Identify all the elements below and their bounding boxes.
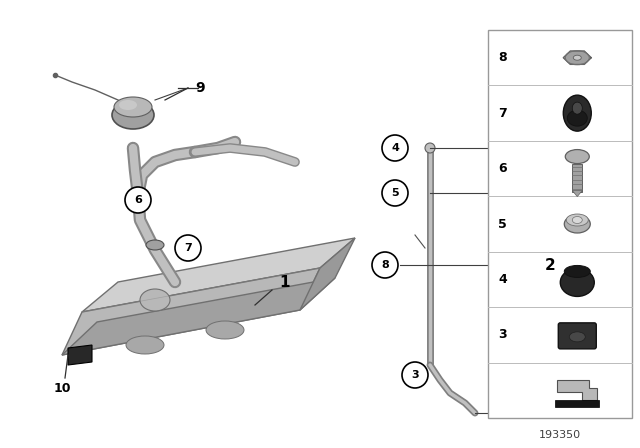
Text: 6: 6 <box>498 162 507 175</box>
Text: 193350: 193350 <box>539 430 581 440</box>
Ellipse shape <box>114 97 152 117</box>
Ellipse shape <box>146 240 164 250</box>
Ellipse shape <box>572 102 582 114</box>
Bar <box>556 400 599 407</box>
Circle shape <box>175 235 201 261</box>
Polygon shape <box>563 51 591 65</box>
Text: 3: 3 <box>411 370 419 380</box>
Polygon shape <box>300 238 355 310</box>
Text: 5: 5 <box>498 217 507 231</box>
Ellipse shape <box>566 214 588 226</box>
Circle shape <box>425 143 435 153</box>
Ellipse shape <box>567 110 588 126</box>
Text: 8: 8 <box>381 260 389 270</box>
Ellipse shape <box>563 95 591 131</box>
Ellipse shape <box>570 332 585 342</box>
Text: 7: 7 <box>498 107 507 120</box>
Polygon shape <box>557 380 597 400</box>
Ellipse shape <box>564 265 590 277</box>
Text: 5: 5 <box>391 188 399 198</box>
Circle shape <box>402 362 428 388</box>
Ellipse shape <box>140 289 170 311</box>
Text: 4: 4 <box>498 273 507 286</box>
Polygon shape <box>62 278 335 355</box>
Ellipse shape <box>573 55 581 60</box>
Circle shape <box>125 187 151 213</box>
Ellipse shape <box>572 216 582 224</box>
Polygon shape <box>68 345 92 365</box>
Circle shape <box>382 180 408 206</box>
Text: 6: 6 <box>134 195 142 205</box>
Ellipse shape <box>128 189 148 201</box>
Polygon shape <box>62 268 320 355</box>
FancyBboxPatch shape <box>558 323 596 349</box>
Polygon shape <box>82 238 355 312</box>
Text: 8: 8 <box>498 51 507 64</box>
Ellipse shape <box>119 100 137 110</box>
Ellipse shape <box>206 321 244 339</box>
Ellipse shape <box>564 215 590 233</box>
Ellipse shape <box>560 268 595 297</box>
Text: 3: 3 <box>498 328 507 341</box>
Text: 1: 1 <box>280 275 291 289</box>
Bar <box>488 30 632 418</box>
Ellipse shape <box>112 101 154 129</box>
Circle shape <box>382 135 408 161</box>
Bar <box>572 164 582 192</box>
Text: 4: 4 <box>391 143 399 153</box>
Text: 10: 10 <box>53 382 71 395</box>
Circle shape <box>372 252 398 278</box>
Text: 2: 2 <box>545 258 556 272</box>
Polygon shape <box>572 190 582 197</box>
Ellipse shape <box>126 336 164 354</box>
Text: 9: 9 <box>195 81 205 95</box>
Text: 7: 7 <box>184 243 192 253</box>
Ellipse shape <box>565 150 589 164</box>
